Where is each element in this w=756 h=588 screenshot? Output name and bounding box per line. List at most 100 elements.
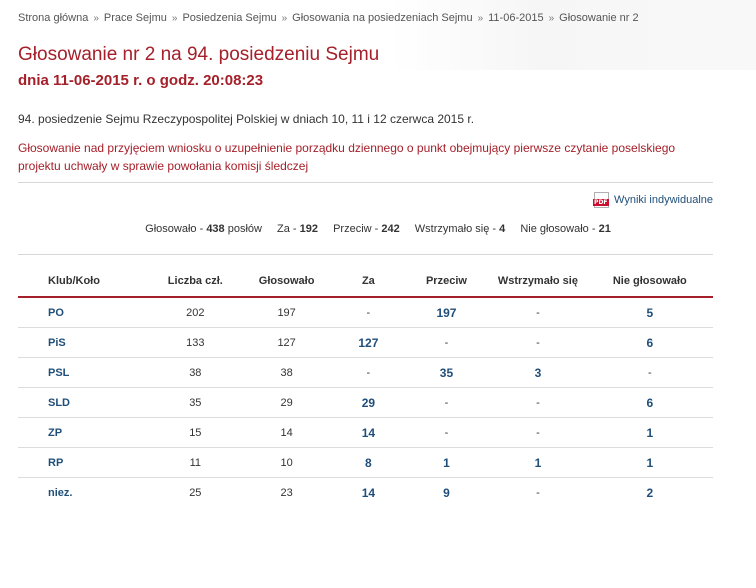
cell-against: -	[403, 327, 490, 358]
breadcrumb-separator: »	[548, 13, 555, 24]
cell-not-voted: -	[586, 357, 713, 388]
table-row: niez. 25 23 14 9 - 2	[18, 478, 713, 508]
cell-abstained: -	[489, 417, 587, 448]
table-header-row: Klub/Koło Liczba czł. Głosowało Za Przec…	[18, 266, 713, 298]
summary-za-label: Za -	[277, 223, 300, 235]
breadcrumb-posiedzenia[interactable]: Posiedzenia Sejmu	[182, 12, 277, 24]
breadcrumb-separator: »	[171, 13, 178, 24]
cell-members: 25	[189, 486, 202, 499]
header-abstained: Wstrzymało się	[489, 266, 587, 298]
cell-against[interactable]: 9	[443, 485, 450, 500]
cell-not-voted[interactable]: 5	[586, 297, 713, 328]
cell-voted: 10	[240, 447, 334, 478]
breadcrumb-prace-sejmu[interactable]: Prace Sejmu	[103, 12, 167, 24]
breadcrumb: Strona główna » Prace Sejmu » Posiedzenia Se…	[18, 12, 639, 24]
table-row: PO 202 197-197-5	[18, 297, 713, 328]
cell-members: 35	[150, 387, 241, 418]
cell-club[interactable]: PO	[18, 297, 151, 328]
cell-not-voted[interactable]: 6	[586, 387, 713, 418]
vote-summary: Głosowało - 438 posłów Za - 192 Przeciw …	[0, 223, 756, 235]
vote-topic: Głosowanie nad przyjęciem wniosku o uzup…	[18, 141, 676, 173]
summary-wstrzymalo: Wstrzymało się - 4	[415, 223, 505, 235]
summary-przeciw: Przeciw - 242	[333, 223, 400, 235]
individual-results-label: Wyniki indywidualne	[614, 194, 713, 206]
summary-nie-glosowalo-value: 21	[598, 223, 611, 235]
cell-for: -	[333, 357, 404, 388]
header-for: Za	[333, 266, 404, 298]
cell-members: 202	[150, 297, 241, 328]
summary-przeciw-label: Przeciw -	[333, 223, 382, 235]
cell-club[interactable]: ZP	[18, 417, 151, 448]
pdf-icon: PDF	[593, 192, 610, 208]
summary-nie-glosowalo-label: Nie głosowało -	[520, 223, 599, 235]
breadcrumb-separator: »	[477, 13, 484, 24]
cell-not-voted[interactable]: 6	[586, 327, 713, 358]
summary-glosowalo-label: Głosowało -	[145, 223, 207, 235]
table-row: SLD 35 29 29- -6	[18, 387, 713, 418]
cell-voted: 38	[240, 357, 334, 388]
cell-abstained: -	[489, 297, 587, 328]
page-title: Głosowanie nr 2 na 94. posiedzeniu Sejmu	[18, 44, 380, 65]
table-row: PiS 133 127 127- -6	[18, 327, 713, 358]
table-row: PSL 38 38-35 3-	[18, 357, 713, 388]
divider	[18, 182, 713, 183]
vote-datetime: dnia 11-06-2015 r. o godz. 20:08:23	[18, 72, 264, 89]
cell-against[interactable]: 197	[403, 297, 490, 328]
breadcrumb-current: Głosowanie nr 2	[559, 12, 639, 24]
cell-for[interactable]: 29	[333, 387, 404, 418]
summary-glosowalo: Głosowało - 438 posłów	[145, 223, 262, 235]
cell-not-voted[interactable]: 1	[586, 417, 713, 448]
summary-nie-glosowalo: Nie głosowało - 21	[520, 223, 611, 235]
divider	[18, 254, 713, 255]
breadcrumb-glosowania[interactable]: Głosowania na posiedzeniach Sejmu	[292, 12, 473, 24]
header-members: Liczba czł.	[150, 266, 241, 298]
cell-club[interactable]: PSL	[18, 357, 151, 388]
cell-for: -	[333, 297, 404, 328]
cell-voted: 14	[240, 417, 334, 448]
cell-against: -	[403, 387, 490, 418]
summary-za-value: 192	[299, 223, 319, 235]
meeting-description: 94. posiedzenie Sejmu Rzeczypospolitej P…	[18, 112, 475, 126]
breadcrumb-date[interactable]: 11-06-2015	[488, 12, 544, 24]
cell-club[interactable]: SLD	[18, 387, 151, 418]
header-against: Przeciw	[403, 266, 490, 298]
individual-results-link[interactable]: PDF Wyniki indywidualne	[593, 192, 713, 208]
summary-poslow: posłów	[224, 223, 262, 235]
cell-not-voted[interactable]: 1	[586, 447, 713, 478]
cell-members: 15	[150, 417, 241, 448]
cell-members: 38	[150, 357, 241, 388]
header-watermark	[390, 0, 756, 70]
breadcrumb-separator: »	[93, 13, 99, 24]
cell-against[interactable]: 1	[403, 447, 490, 478]
cell-club[interactable]: niez.	[48, 486, 73, 499]
club-results-table: Klub/Koło Liczba czł. Głosowało Za Przec…	[18, 266, 713, 507]
header-not-voted: Nie głosowało	[586, 266, 713, 298]
cell-for[interactable]: 14	[361, 485, 376, 500]
cell-club[interactable]: PiS	[18, 327, 151, 358]
cell-against: -	[403, 417, 490, 448]
summary-wstrzymalo-label: Wstrzymało się -	[414, 223, 500, 235]
summary-glosowalo-value: 438	[206, 223, 225, 235]
table-body: PO 202 197-197-5 PiS 133 127 127- -6 PSL 38 38-35 3…	[18, 297, 713, 507]
cell-not-voted[interactable]: 2	[646, 485, 654, 500]
cell-club[interactable]: RP	[18, 447, 151, 478]
cell-abstained[interactable]: 1	[489, 447, 587, 478]
cell-voted: 29	[240, 387, 334, 418]
cell-voted: 127	[240, 327, 334, 358]
summary-przeciw-value: 242	[381, 223, 400, 235]
cell-for[interactable]: 14	[333, 417, 404, 448]
cell-abstained: -	[536, 486, 540, 499]
table-row: ZP 15 14 14- -1	[18, 417, 713, 448]
cell-for[interactable]: 8	[333, 447, 404, 478]
summary-wstrzymalo-value: 4	[499, 223, 506, 235]
breadcrumb-home[interactable]: Strona główna	[18, 12, 89, 24]
header-voted: Głosowało	[240, 266, 334, 298]
pdf-icon-label: PDF	[593, 199, 609, 206]
table-row: RP 11 10 8 1 1 1	[18, 447, 713, 478]
cell-against[interactable]: 35	[403, 357, 490, 388]
cell-for[interactable]: 127	[333, 327, 404, 358]
summary-za: Za - 192	[277, 223, 318, 235]
cell-abstained: -	[489, 327, 587, 358]
cell-abstained[interactable]: 3	[489, 357, 587, 388]
